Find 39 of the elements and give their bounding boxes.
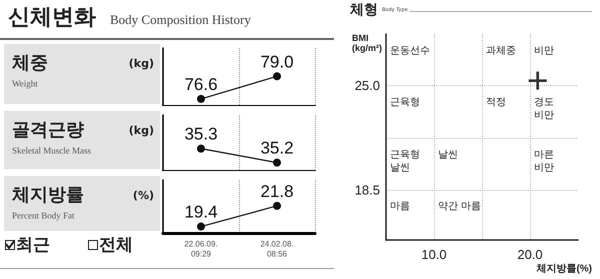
x-tick-label: 22.06.09. 09:29 (184, 240, 218, 258)
annotation: 마른 비만 (534, 149, 554, 174)
x-axis-title: 체지방률(%) (535, 264, 592, 274)
text: 최근 (16, 234, 50, 256)
data-label: 19.4 (184, 202, 218, 222)
text: Percent Body Fat (12, 210, 75, 220)
text: Skeletal Muscle Mass (12, 146, 92, 156)
annotation: 적정 (486, 96, 506, 108)
text: (%) (132, 189, 154, 202)
x-tick-label: 24.02.08. 08:56 (260, 240, 294, 258)
annotation: 마름 (390, 200, 410, 212)
annotation: 날씬 (438, 149, 458, 160)
text: Weight (12, 78, 38, 88)
annotation: 근육형 (390, 96, 420, 108)
x-tick-label: 20.0 (517, 247, 543, 262)
y-tick-label: 18.5 (354, 182, 380, 198)
y-axis-title: 체중 (12, 52, 48, 74)
text: 신체변화 (8, 4, 96, 32)
text: 전체 (99, 234, 133, 256)
text: (kg) (128, 124, 154, 137)
data-label: 35.3 (184, 124, 218, 144)
y-axis-title: 골격근량 (12, 120, 84, 140)
annotation: 운동선수 (390, 45, 430, 56)
data-label: 35.2 (260, 138, 294, 158)
data-label: 76.6 (184, 74, 218, 94)
annotation: 비만 (534, 45, 554, 56)
text: (kg) (128, 57, 154, 70)
data-label: 21.8 (260, 182, 294, 201)
annotation: 약간 마름 (438, 200, 482, 212)
text: Body Composition History (110, 12, 251, 28)
y-tick-label: 25.0 (354, 78, 380, 93)
y-axis-title: 체지방률 (12, 184, 84, 206)
annotation: 과체중 (486, 45, 516, 56)
y-axis-title: BMI (kg/m²) (352, 33, 382, 53)
data-label: 79.0 (260, 52, 294, 72)
x-tick-label: 10.0 (421, 247, 447, 262)
annotation: 경도 비만 (534, 96, 554, 121)
chart-title: 체형 (350, 1, 378, 19)
annotation: 근육형 날씬 (390, 149, 420, 174)
